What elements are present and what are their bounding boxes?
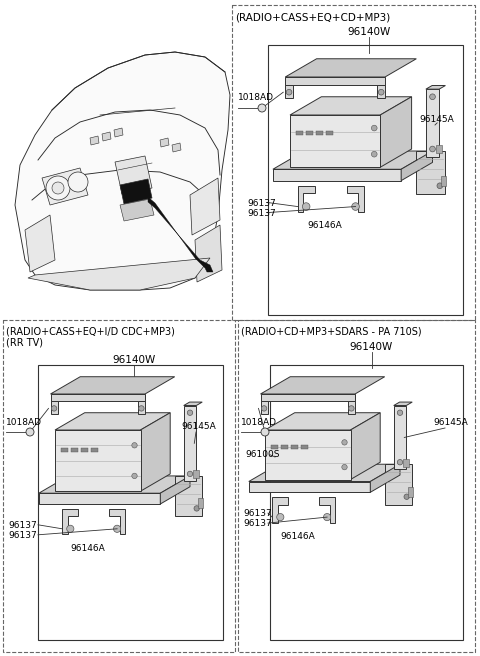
Polygon shape <box>109 509 125 534</box>
Text: 96146A: 96146A <box>71 544 105 553</box>
Text: 96137: 96137 <box>243 509 272 518</box>
Bar <box>403 459 409 466</box>
Circle shape <box>113 525 120 533</box>
Polygon shape <box>290 96 412 115</box>
Circle shape <box>262 405 267 411</box>
Circle shape <box>51 405 57 411</box>
Polygon shape <box>261 394 355 401</box>
Polygon shape <box>249 482 370 492</box>
Polygon shape <box>102 132 111 141</box>
Text: 96140W: 96140W <box>112 355 156 365</box>
Polygon shape <box>416 151 445 194</box>
Polygon shape <box>39 476 190 493</box>
Bar <box>316 131 323 134</box>
Bar <box>441 176 446 186</box>
Circle shape <box>397 410 403 415</box>
Polygon shape <box>285 77 385 85</box>
Polygon shape <box>285 59 416 77</box>
Polygon shape <box>265 413 380 430</box>
Polygon shape <box>172 143 181 152</box>
Bar <box>281 445 288 449</box>
Polygon shape <box>50 401 58 414</box>
Polygon shape <box>377 85 385 98</box>
Circle shape <box>52 182 64 194</box>
Circle shape <box>46 176 70 200</box>
Text: 96145A: 96145A <box>433 418 468 427</box>
Polygon shape <box>426 85 445 89</box>
Circle shape <box>324 514 331 521</box>
Circle shape <box>397 459 403 465</box>
Bar <box>436 145 442 154</box>
Text: 96137: 96137 <box>243 519 272 528</box>
Circle shape <box>378 89 384 95</box>
Circle shape <box>67 525 74 533</box>
Polygon shape <box>138 401 145 414</box>
Circle shape <box>194 506 199 511</box>
Circle shape <box>404 494 409 499</box>
Text: 1018AD: 1018AD <box>241 418 277 427</box>
Circle shape <box>342 464 347 470</box>
Bar <box>232 5 475 320</box>
Bar <box>61 448 68 453</box>
Circle shape <box>302 203 310 211</box>
Polygon shape <box>190 178 220 235</box>
Bar <box>296 131 303 134</box>
Text: 96146A: 96146A <box>308 220 343 230</box>
Polygon shape <box>42 168 88 205</box>
Polygon shape <box>273 151 432 169</box>
Polygon shape <box>120 199 154 221</box>
Polygon shape <box>184 405 196 481</box>
Polygon shape <box>384 464 412 504</box>
Circle shape <box>372 152 377 157</box>
Circle shape <box>187 410 192 415</box>
Text: 96137: 96137 <box>247 209 276 218</box>
Polygon shape <box>401 151 432 180</box>
Polygon shape <box>55 413 170 430</box>
Text: (RADIO+CASS+EQ+I/D CDC+MP3)
(RR TV): (RADIO+CASS+EQ+I/D CDC+MP3) (RR TV) <box>6 326 175 348</box>
Circle shape <box>342 440 347 445</box>
Polygon shape <box>261 401 268 414</box>
Bar <box>3 320 235 652</box>
Polygon shape <box>347 186 364 213</box>
Polygon shape <box>285 85 293 98</box>
Text: (RADIO+CASS+EQ+CD+MP3): (RADIO+CASS+EQ+CD+MP3) <box>235 13 390 23</box>
Circle shape <box>372 125 377 131</box>
Polygon shape <box>160 476 190 504</box>
Circle shape <box>276 514 284 521</box>
Polygon shape <box>50 377 175 394</box>
Bar <box>291 445 298 449</box>
Circle shape <box>430 146 435 152</box>
Bar <box>408 487 413 497</box>
Polygon shape <box>28 258 210 290</box>
Text: 96100S: 96100S <box>245 450 279 459</box>
Polygon shape <box>148 197 213 272</box>
Polygon shape <box>350 413 380 480</box>
Polygon shape <box>394 402 412 405</box>
Polygon shape <box>50 394 145 401</box>
Bar <box>193 470 199 478</box>
Polygon shape <box>261 377 384 394</box>
Bar <box>270 365 463 640</box>
Polygon shape <box>184 402 202 405</box>
Polygon shape <box>272 497 288 522</box>
Polygon shape <box>39 493 160 504</box>
Circle shape <box>430 94 435 100</box>
Polygon shape <box>195 225 222 282</box>
Bar <box>91 448 98 453</box>
Text: 96140W: 96140W <box>350 342 393 352</box>
Circle shape <box>139 405 144 411</box>
Text: 96137: 96137 <box>247 199 276 207</box>
Polygon shape <box>380 96 412 167</box>
Polygon shape <box>120 179 152 204</box>
Bar <box>198 499 203 508</box>
Circle shape <box>68 172 88 192</box>
Polygon shape <box>348 401 355 414</box>
Circle shape <box>261 428 269 436</box>
Circle shape <box>258 104 266 112</box>
Bar <box>301 445 308 449</box>
Circle shape <box>132 473 137 479</box>
Bar <box>268 45 463 315</box>
Text: 96140W: 96140W <box>347 27 390 37</box>
Polygon shape <box>25 215 55 272</box>
Polygon shape <box>15 52 230 290</box>
